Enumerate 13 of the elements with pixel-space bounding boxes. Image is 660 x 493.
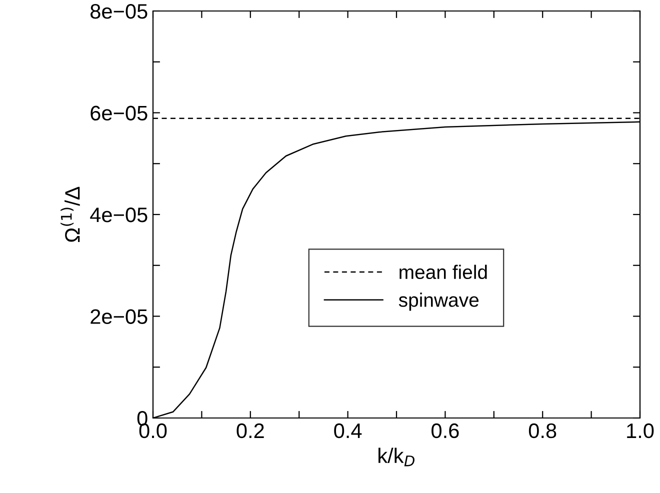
y-tick-label: 6e−05 [90, 106, 148, 121]
y-tick-label: 8e−05 [90, 4, 148, 19]
y-tick-label: 4e−05 [90, 208, 148, 222]
x-tick-label: 0.6 [432, 423, 459, 438]
x-axis-title: k/k$_{D}$ [378, 448, 414, 466]
legend-label: spinwave [398, 292, 479, 311]
x-tick-label: 0.8 [528, 423, 556, 438]
y-axis-title: Ω$^{(1)}$/Δ [60, 186, 80, 242]
legend-label: mean field [400, 264, 487, 280]
x-tick-label: 0.2 [236, 423, 264, 438]
y-tick-label: 2e−05 [90, 309, 148, 324]
x-tick-label: 1.0 [627, 423, 654, 438]
x-tick-label: 0.4 [334, 423, 362, 438]
